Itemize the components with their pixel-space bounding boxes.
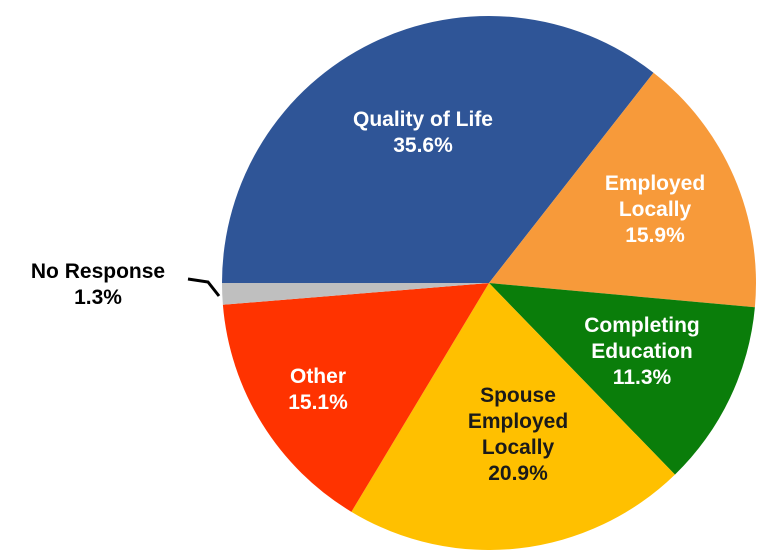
value-label: 11.3% [612, 366, 672, 389]
slice-label: Other 15.1% [268, 364, 368, 416]
pie-slice [222, 283, 489, 512]
category-label: Spouse Employed Locally [467, 384, 569, 459]
slice-label: No Response 1.3% [0, 259, 198, 311]
category-label: Completing Education [584, 314, 700, 363]
value-label: 35.6% [393, 134, 453, 157]
pie-slice [222, 283, 489, 305]
pie-slice [489, 283, 755, 475]
value-label: 15.9% [625, 224, 685, 247]
value-label: 15.1% [288, 391, 348, 414]
pie-slice [351, 283, 675, 550]
slice-label: Quality of Life 35.6% [313, 107, 533, 159]
slice-label: Employed Locally 15.9% [590, 171, 720, 249]
slice-label: Completing Education 11.3% [557, 313, 727, 391]
category-label: No Response [30, 260, 166, 283]
value-label: 1.3% [74, 286, 122, 309]
category-label: Quality of Life [352, 108, 493, 131]
pie-slice [222, 16, 654, 283]
category-label: Employed Locally [604, 172, 706, 221]
category-label: Other [289, 365, 346, 388]
slice-label: Spouse Employed Locally 20.9% [453, 383, 583, 487]
value-label: 20.9% [488, 462, 548, 485]
leader-line [187, 277, 221, 297]
pie-slice [489, 72, 757, 308]
